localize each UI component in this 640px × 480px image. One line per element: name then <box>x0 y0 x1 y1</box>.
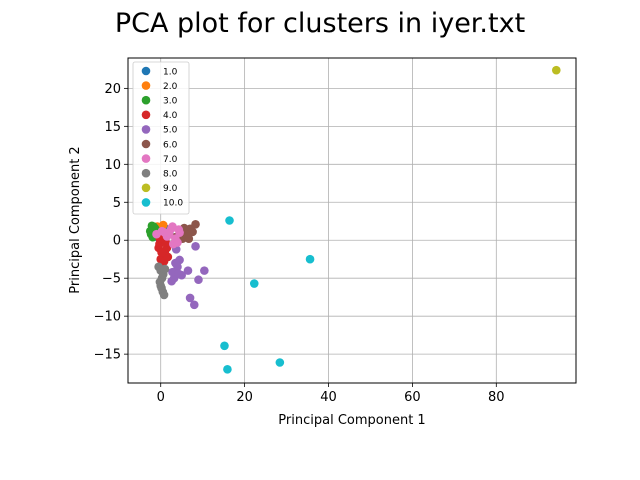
data-point-series-3 <box>147 221 157 231</box>
legend-marker <box>141 168 151 178</box>
chart-title: PCA plot for clusters in iyer.txt <box>115 8 525 39</box>
data-point-series-5 <box>183 266 193 275</box>
legend-marker <box>141 81 151 90</box>
legend-label: 9.0 <box>163 184 178 194</box>
data-point-series-5 <box>200 266 209 275</box>
data-point-series-7 <box>174 225 184 234</box>
data-point-series-6 <box>184 234 194 244</box>
legend-label: 2.0 <box>163 82 178 92</box>
data-point-series-10 <box>305 254 315 264</box>
legend-marker <box>141 110 151 120</box>
legend-label: 4.0 <box>163 111 178 121</box>
legend-marker <box>141 154 151 163</box>
data-point-series-5 <box>174 269 183 278</box>
data-point-series-10 <box>223 365 232 374</box>
data-point-series-6 <box>188 227 197 237</box>
legend-label: 7.0 <box>163 155 178 165</box>
y-tick-label: 0 <box>113 234 121 249</box>
x-tick-label: 40 <box>320 390 337 405</box>
grid-lines <box>128 58 576 383</box>
legend-marker <box>141 183 151 193</box>
data-point-series-9 <box>551 65 561 75</box>
x-tick-label: 80 <box>488 390 505 405</box>
legend-marker <box>141 139 151 149</box>
data-point-series-5 <box>194 275 203 285</box>
x-tick-label: 60 <box>404 390 421 405</box>
legend-label: 1.0 <box>163 67 178 77</box>
data-point-series-5 <box>167 276 176 286</box>
data-point-series-4 <box>157 248 166 257</box>
legend-label: 6.0 <box>163 140 178 150</box>
y-tick-label: −10 <box>94 310 121 325</box>
legend-marker <box>141 95 151 105</box>
legend-box <box>132 61 190 215</box>
axis-ticks: 0 20 40 60 80 −15 −10 −5 0 5 10 15 20 <box>94 82 505 405</box>
plot-area-frame <box>127 57 577 384</box>
data-points <box>145 65 561 374</box>
y-tick-label: 20 <box>104 82 121 97</box>
data-point-series-5 <box>189 300 199 310</box>
y-tick-label: −15 <box>94 348 121 363</box>
x-axis-label: Principal Component 1 <box>278 413 425 428</box>
data-point-series-5 <box>185 293 195 303</box>
legend-label: 3.0 <box>163 97 178 107</box>
legend-label: 10.0 <box>163 199 183 209</box>
data-point-series-10 <box>249 279 259 288</box>
x-tick-label: 20 <box>236 390 253 405</box>
y-tick-label: −5 <box>102 272 121 287</box>
data-point-series-4 <box>163 252 173 262</box>
data-point-series-8 <box>157 283 166 293</box>
legend: 1.0 2.0 3.0 4.0 5.0 6.0 7.0 8.0 9.0 10.0 <box>132 61 190 215</box>
legend-marker <box>141 125 151 134</box>
data-point-series-7 <box>173 238 182 247</box>
data-point-series-7 <box>160 228 170 237</box>
data-point-series-8 <box>159 290 169 300</box>
data-point-series-10 <box>225 216 234 225</box>
y-tick-label: 5 <box>113 196 121 211</box>
x-tick-label: 0 <box>157 390 165 405</box>
data-point-series-10 <box>220 341 229 351</box>
y-tick-label: 15 <box>104 120 121 135</box>
y-tick-label: 10 <box>104 158 121 173</box>
data-point-series-5 <box>171 258 180 268</box>
data-point-series-10 <box>275 358 285 367</box>
data-point-series-5 <box>191 242 200 251</box>
legend-label: 8.0 <box>163 170 178 180</box>
legend-label: 5.0 <box>163 126 178 136</box>
legend-marker <box>141 66 151 76</box>
data-point-series-8 <box>160 264 170 274</box>
y-axis-label: Principal Component 2 <box>68 146 83 293</box>
legend-marker <box>141 198 151 207</box>
